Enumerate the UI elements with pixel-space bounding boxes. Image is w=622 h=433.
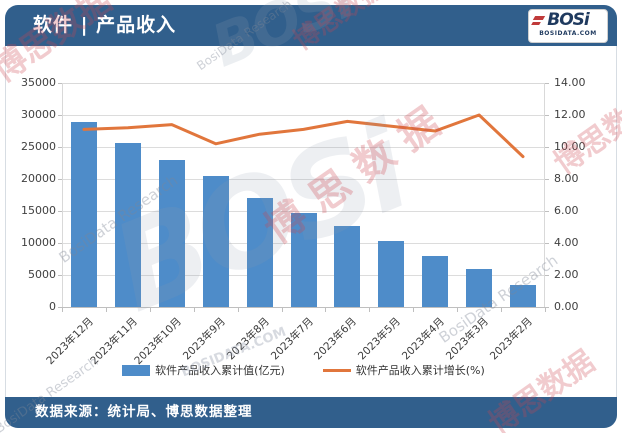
- right-axis-tick: [545, 179, 549, 180]
- x-axis-tick: [193, 308, 195, 312]
- left-axis-tick-label: 5000: [28, 268, 56, 281]
- left-axis-tick: [58, 115, 62, 116]
- left-axis-tick-label: 20000: [21, 172, 56, 185]
- footer-bar: 数据来源：统计局、博思数据整理: [5, 397, 617, 428]
- logo-subtext: BOSIDATA.COM: [539, 30, 597, 37]
- bar: [70, 122, 97, 307]
- logo-text: BOSi: [547, 10, 589, 30]
- right-axis-tick-label: 10.00: [554, 140, 586, 153]
- chart-legend: 软件产品收入累计值(亿元) 软件产品收入累计增长(%): [62, 360, 545, 380]
- left-axis-tick-label: 25000: [21, 140, 56, 153]
- right-axis-tick-label: 6.00: [554, 204, 579, 217]
- x-axis-tick: [105, 308, 107, 312]
- right-axis-tick-label: 4.00: [554, 236, 579, 249]
- left-axis-tick: [58, 307, 62, 308]
- left-axis-tick: [58, 211, 62, 212]
- x-axis-tick: [457, 308, 459, 312]
- gridline: [62, 179, 545, 180]
- x-axis-tick: [545, 308, 546, 312]
- legend-item-bar-series: 软件产品收入累计值(亿元): [122, 362, 285, 378]
- header-bar: 软件 | 产品收入: [5, 5, 617, 46]
- x-axis-tick: [281, 308, 283, 312]
- right-axis-tick-label: 8.00: [554, 172, 579, 185]
- bar: [114, 142, 141, 307]
- left-axis-tick-label: 35000: [21, 76, 56, 89]
- bar: [466, 269, 493, 307]
- right-axis-tick: [545, 211, 549, 212]
- right-axis-tick: [545, 115, 549, 116]
- page-title: 软件 | 产品收入: [33, 14, 177, 36]
- x-axis-line: [62, 307, 546, 308]
- x-axis-tick: [237, 308, 239, 312]
- line-series-swatch-icon: [322, 368, 351, 372]
- left-axis-tick: [58, 83, 62, 84]
- bar: [334, 225, 361, 307]
- bar: [246, 197, 273, 307]
- bar: [378, 241, 405, 307]
- right-axis-tick: [545, 83, 549, 84]
- right-axis-tick: [545, 147, 549, 148]
- bar: [290, 212, 317, 307]
- legend-item-line-series: 软件产品收入累计增长(%): [322, 362, 485, 378]
- left-axis-tick: [58, 147, 62, 148]
- x-axis-tick: [369, 308, 371, 312]
- x-axis-tick: [413, 308, 415, 312]
- left-axis-tick-label: 30000: [21, 108, 56, 121]
- left-axis-tick: [58, 275, 62, 276]
- right-axis-tick-label: 14.00: [554, 76, 586, 89]
- right-axis-tick-label: 12.00: [554, 108, 586, 121]
- plot-border: [62, 83, 545, 307]
- x-axis-tick: [325, 308, 327, 312]
- x-axis-tick: [501, 308, 503, 312]
- bar: [202, 176, 229, 307]
- left-axis-tick: [58, 179, 62, 180]
- x-axis-tick: [149, 308, 151, 312]
- left-axis-tick-label: 10000: [21, 236, 56, 249]
- bar: [158, 159, 185, 307]
- legend-label-bar-series: 软件产品收入累计值(亿元): [155, 364, 285, 377]
- x-axis-tick: [62, 308, 63, 312]
- left-axis-tick-label: 15000: [21, 204, 56, 217]
- data-source-text: 数据来源：统计局、博思数据整理: [35, 404, 253, 420]
- left-axis-tick-label: 0: [49, 300, 56, 313]
- bar-series-swatch-icon: [122, 364, 151, 376]
- bar: [510, 285, 537, 307]
- left-axis-tick: [58, 243, 62, 244]
- legend-label-line-series: 软件产品收入累计增长(%): [355, 364, 485, 377]
- gridline: [62, 211, 545, 212]
- bosi-logo: BOSi BOSIDATA.COM: [528, 9, 608, 43]
- right-axis-tick: [545, 275, 549, 276]
- right-axis-tick-label: 2.00: [554, 268, 579, 281]
- right-axis-tick: [545, 243, 549, 244]
- right-axis-tick: [545, 307, 549, 308]
- right-axis-tick-label: 0.00: [554, 300, 579, 313]
- bar: [422, 255, 449, 307]
